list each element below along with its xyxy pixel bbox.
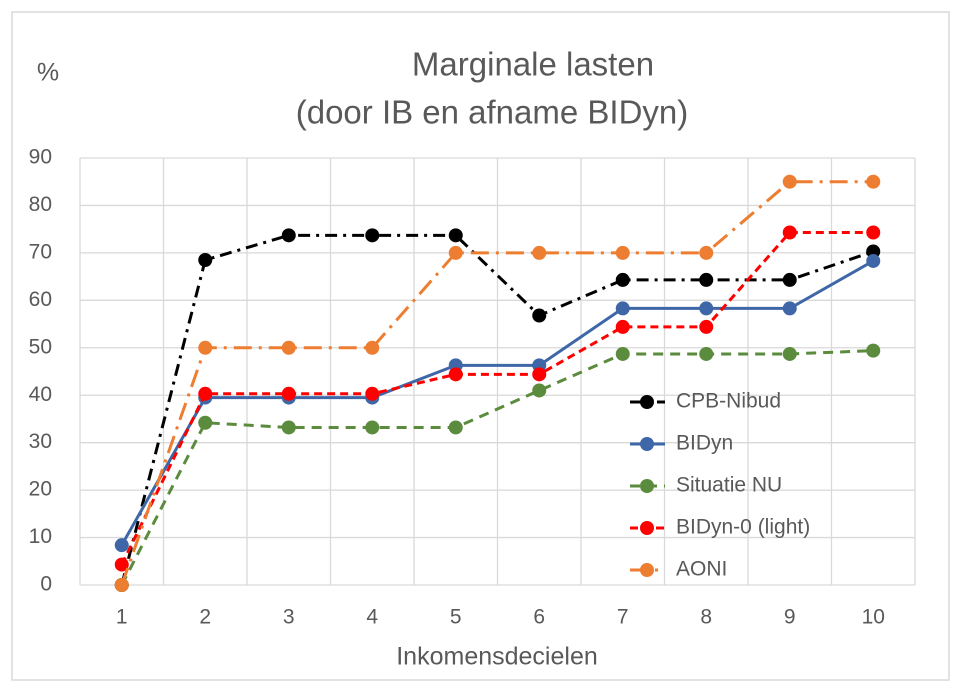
x-tick-label: 4	[366, 606, 378, 629]
data-point	[114, 538, 129, 553]
data-point	[615, 346, 630, 361]
data-point	[699, 301, 714, 316]
series-line	[120, 180, 874, 586]
data-point	[448, 228, 463, 243]
data-point	[615, 245, 630, 260]
data-point	[782, 174, 797, 189]
data-point	[615, 272, 630, 287]
data-point	[866, 343, 881, 358]
chart-title: Marginale lasten	[412, 46, 654, 83]
data-point	[198, 253, 213, 268]
legend-label: BIDyn-0 (light)	[676, 516, 810, 539]
y-tick-label: 20	[29, 478, 52, 501]
y-tick-label: 80	[29, 193, 52, 216]
chart-border	[11, 11, 950, 681]
y-tick-label: 40	[29, 383, 52, 406]
legend-marker	[640, 563, 654, 577]
series-line	[120, 230, 874, 566]
x-tick-label: 7	[617, 606, 629, 629]
data-point	[532, 245, 547, 260]
data-point	[615, 319, 630, 334]
data-point	[365, 228, 380, 243]
data-point	[198, 386, 213, 401]
legend-label: AONI	[676, 558, 727, 581]
legend-marker	[640, 521, 654, 535]
chart-subtitle: (door IB en afname BIDyn)	[296, 94, 689, 131]
data-point	[448, 245, 463, 260]
series-line	[120, 349, 874, 586]
data-point	[782, 346, 797, 361]
data-point	[532, 383, 547, 398]
y-tick-label: 50	[29, 335, 52, 358]
data-point	[365, 420, 380, 435]
y-tick-label: 0	[40, 573, 52, 596]
data-point	[699, 245, 714, 260]
data-point	[448, 367, 463, 382]
data-point	[782, 301, 797, 316]
data-point	[198, 340, 213, 355]
data-point	[699, 272, 714, 287]
data-point	[866, 225, 881, 240]
legend-label: Situatie NU	[676, 474, 782, 497]
data-point	[114, 557, 129, 572]
y-tick-label: 90	[29, 146, 52, 169]
data-point	[281, 386, 296, 401]
x-tick-label: 9	[784, 606, 796, 629]
x-tick-label: 1	[116, 606, 128, 629]
legend-entry: AONI	[630, 558, 727, 581]
data-point	[365, 386, 380, 401]
y-tick-label: 60	[29, 288, 52, 311]
data-point	[782, 272, 797, 287]
data-point	[699, 319, 714, 334]
legend-marker	[640, 437, 654, 451]
data-point	[114, 578, 129, 592]
y-tick-label: 70	[29, 240, 52, 263]
x-tick-label: 5	[450, 606, 462, 629]
data-point	[866, 253, 881, 268]
data-point	[866, 174, 881, 189]
y-axis-label: %	[37, 59, 59, 87]
x-axis-label: Inkomensdecielen	[396, 643, 598, 671]
y-tick-label: 10	[29, 525, 52, 548]
legend-label: BIDyn	[676, 432, 733, 455]
data-point	[281, 420, 296, 435]
data-point	[532, 308, 547, 323]
legend-label: CPB-Nibud	[676, 390, 781, 413]
legend-entry: CPB-Nibud	[630, 390, 781, 413]
y-tick-label: 30	[29, 430, 52, 453]
x-tick-label: 3	[283, 606, 295, 629]
x-tick-label: 2	[199, 606, 211, 629]
legend-entry: BIDyn	[630, 432, 733, 455]
data-point	[281, 340, 296, 355]
data-point	[448, 420, 463, 435]
series-line	[120, 259, 874, 546]
data-point	[365, 340, 380, 355]
x-tick-label: 10	[862, 606, 885, 629]
data-point	[532, 367, 547, 382]
x-tick-label: 6	[533, 606, 545, 629]
x-tick-label: 8	[700, 606, 712, 629]
legend-entry: Situatie NU	[630, 474, 782, 497]
data-point	[198, 415, 213, 430]
legend-marker	[640, 395, 654, 409]
data-point	[782, 225, 797, 240]
data-point	[615, 301, 630, 316]
legend-entry: BIDyn-0 (light)	[630, 516, 810, 539]
data-point	[281, 228, 296, 243]
data-point	[699, 346, 714, 361]
legend-marker	[640, 479, 654, 493]
